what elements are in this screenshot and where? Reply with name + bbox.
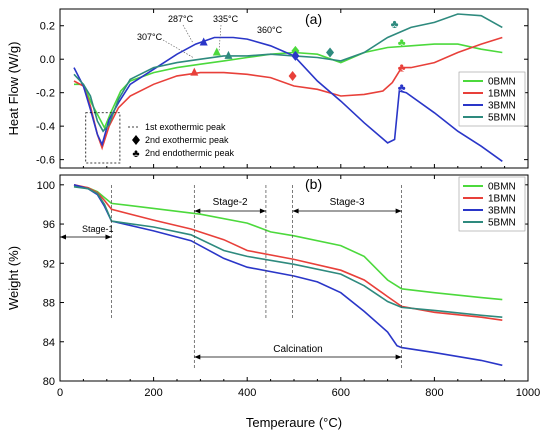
y-axis-label: Heat Flow (W/g)	[6, 42, 21, 136]
temperature-annotation: 335°C	[213, 14, 239, 24]
panel-label: (b)	[305, 176, 322, 192]
diamond-marker-5BMN	[326, 47, 335, 58]
series-line-1BMN	[73, 36, 503, 151]
legend-label-0BMN: 0BMN	[488, 77, 516, 88]
legend-label-5BMN: 5BMN	[488, 113, 516, 124]
first-exo-peak-box	[85, 112, 121, 164]
y-tick-label: 96	[43, 219, 55, 231]
legend-label-3BMN: 3BMN	[488, 206, 516, 217]
calcination-arrow-head	[194, 354, 201, 360]
x-tick-label: 200	[144, 387, 162, 399]
legend-label-0BMN: 0BMN	[488, 182, 516, 193]
x-axis-label: Temperaure (°C)	[246, 415, 342, 430]
series-line-5BMN	[73, 13, 503, 133]
y-tick-label: 0.2	[40, 21, 55, 33]
y-tick-label: 80	[43, 376, 55, 388]
annotation-leader	[162, 39, 195, 59]
exo-peak-marker-0BMN	[212, 47, 221, 56]
y-tick-label: -0.6	[36, 155, 55, 167]
y-axis-label: Weight (%)	[6, 246, 21, 310]
marker-legend-label: 2nd endothermic peak	[145, 148, 235, 158]
x-tick-label: 800	[425, 387, 443, 399]
club-marker-3BMN: ♣	[398, 81, 406, 95]
annotation-leader	[218, 24, 222, 53]
club-marker-5BMN: ♣	[391, 17, 399, 31]
club-marker-0BMN: ♣	[398, 35, 406, 49]
diamond-marker-1BMN	[288, 70, 297, 81]
y-tick-label: 88	[43, 298, 55, 310]
series-line-0BMN	[74, 43, 503, 130]
exo-peak-marker-1BMN	[190, 67, 199, 76]
panel-b-weight: 100 96 92 88 84 800 200 400 600 800 1000 Weight (%)…	[6, 174, 540, 430]
stage-3-arrow-head	[292, 208, 299, 214]
y-tick-label: 100	[37, 180, 55, 192]
stage-1-arrow-head	[105, 234, 112, 240]
legend-label-1BMN: 1BMN	[488, 194, 516, 205]
marker-legend-label: 2nd exothermic peak	[145, 135, 229, 145]
legend-label-3BMN: 3BMN	[488, 101, 516, 112]
series-line-5BMN	[73, 186, 503, 318]
club-marker-1BMN: ♣	[398, 61, 406, 75]
series-line-3BMN	[73, 184, 503, 367]
y-tick-label: 92	[43, 258, 55, 270]
stage-label: Stage-1	[82, 224, 114, 234]
marker-legend-symbol	[132, 135, 140, 145]
stage-2-arrow-head	[259, 208, 266, 214]
x-tick-label: 0	[57, 387, 63, 399]
plot-frame	[59, 8, 529, 169]
stage-label: Stage-3	[330, 197, 365, 208]
x-tick-label: 1000	[516, 387, 540, 399]
y-tick-label: 0.0	[40, 54, 55, 66]
y-tick-label: -0.2	[36, 88, 55, 100]
annotation-leader	[182, 24, 194, 44]
stage-3-arrow-head	[395, 208, 402, 214]
y-tick-label: 84	[43, 337, 55, 349]
x-tick-label: 600	[332, 387, 350, 399]
diamond-marker-3BMN	[291, 50, 300, 61]
panel-label: (a)	[305, 11, 322, 27]
temperature-annotation: 307°C	[137, 32, 163, 42]
calcination-arrow-head	[395, 354, 402, 360]
y-tick-label: -0.4	[36, 121, 55, 133]
stage-label: Stage-2	[213, 197, 248, 208]
temperature-annotation: 360°C	[257, 25, 283, 35]
marker-legend-label: 1st exothermic peak	[145, 122, 226, 132]
x-tick-label: 400	[238, 387, 256, 399]
series-line-0BMN	[73, 185, 503, 301]
diamond-marker-0BMN	[291, 45, 300, 56]
calcination-label: Calcination	[273, 344, 322, 355]
panel-a-heat-flow: 0.2 0.0 -0.2 -0.4 -0.6 Heat Flow (W/g) (a) ♣ ♣ ♣ ♣…	[6, 8, 529, 169]
stage-1-arrow-head	[60, 234, 66, 240]
series-line-3BMN	[73, 36, 503, 162]
exo-peak-marker-5BMN	[224, 50, 233, 59]
temperature-annotation: 287°C	[168, 14, 194, 24]
stage-2-arrow-head	[194, 208, 201, 214]
marker-legend-symbol: ♣	[132, 148, 139, 160]
legend-label-1BMN: 1BMN	[488, 89, 516, 100]
legend-label-5BMN: 5BMN	[488, 218, 516, 229]
series-line-1BMN	[73, 184, 503, 321]
exo-peak-marker-3BMN	[199, 37, 208, 46]
